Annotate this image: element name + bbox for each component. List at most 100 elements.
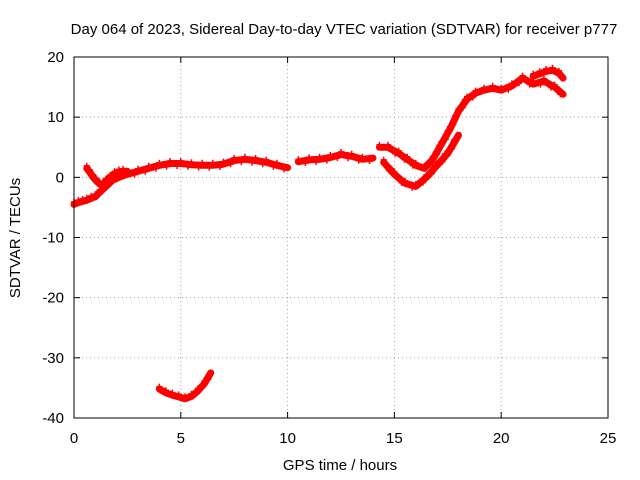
- markers-sdtvar-outlier: [156, 376, 212, 401]
- data-point: [385, 141, 391, 148]
- data-point: [544, 80, 551, 87]
- data-point: [409, 184, 416, 191]
- y-tick-labels: -40 -30 -20 -10 0 10 20: [42, 49, 64, 427]
- data-point: [380, 144, 387, 151]
- y-tick-label: -10: [42, 230, 64, 247]
- data-point: [188, 159, 195, 166]
- data-point: [249, 159, 255, 166]
- data-point: [323, 157, 330, 164]
- data-point: [334, 155, 341, 161]
- data-point: [338, 149, 344, 155]
- y-tick-label: 10: [47, 109, 64, 126]
- data-point: [476, 88, 483, 95]
- data-point: [327, 152, 334, 158]
- data-point: [428, 170, 435, 177]
- data-point: [444, 127, 451, 134]
- data-point: [81, 197, 88, 204]
- data-point: [270, 163, 277, 170]
- data-point: [549, 64, 556, 71]
- y-tick-label: 20: [47, 49, 64, 66]
- data-point: [436, 142, 443, 149]
- data-point: [388, 146, 395, 153]
- y-tick-label: 0: [56, 169, 64, 186]
- data-point: [217, 164, 223, 170]
- data-point: [419, 179, 426, 186]
- data-point: [277, 163, 284, 170]
- data-point: [536, 68, 543, 75]
- data-point: [252, 155, 259, 161]
- data-point: [87, 167, 93, 173]
- data-point: [77, 199, 84, 205]
- y-tick-label: -40: [42, 410, 64, 427]
- data-point: [152, 165, 159, 172]
- data-point: [245, 156, 252, 163]
- data-point: [182, 393, 189, 400]
- markers-sdtvar-main: [71, 153, 287, 207]
- data-point: [552, 68, 559, 75]
- data-point: [548, 84, 554, 91]
- data-point: [398, 152, 405, 159]
- data-point: [533, 72, 540, 78]
- data-point: [449, 145, 456, 152]
- data-point: [105, 176, 112, 183]
- data-point: [453, 111, 460, 118]
- data-point: [167, 158, 174, 164]
- data-point: [101, 179, 108, 186]
- data-point: [178, 394, 185, 401]
- data-point: [543, 65, 550, 72]
- data-point: [417, 163, 423, 170]
- data-point: [195, 164, 202, 171]
- data-point: [138, 167, 145, 174]
- data-point: [505, 86, 512, 93]
- chart-title: Day 064 of 2023, Sidereal Day-to-day VTE…: [71, 21, 618, 38]
- markers-sdtvar-early-branch: [83, 162, 129, 188]
- grid-lines: [74, 57, 608, 418]
- data-point: [434, 151, 441, 158]
- data-point: [359, 153, 366, 160]
- data-point: [412, 159, 419, 166]
- data-point: [170, 160, 177, 167]
- data-point: [266, 160, 273, 167]
- data-point: [224, 159, 231, 166]
- data-point: [227, 161, 234, 168]
- data-point: [177, 158, 184, 164]
- data-point: [172, 393, 179, 399]
- data-point: [163, 163, 170, 170]
- data-point: [122, 168, 129, 175]
- y-tick-label: -30: [42, 350, 64, 367]
- data-point: [526, 81, 533, 88]
- data-point: [442, 136, 449, 143]
- data-point: [135, 165, 142, 172]
- data-point: [234, 157, 241, 164]
- data-point: [402, 177, 409, 184]
- data-point: [348, 150, 355, 157]
- data-point: [238, 159, 245, 166]
- y-tick-label: -20: [42, 290, 64, 307]
- data-point: [149, 164, 156, 171]
- data-point: [539, 69, 546, 76]
- data-point: [90, 194, 97, 201]
- data-point: [145, 162, 152, 169]
- data-point: [184, 163, 191, 170]
- data-point: [472, 87, 479, 94]
- data-point: [160, 161, 166, 168]
- markers-sdtvar-midday: [295, 149, 373, 166]
- data-point: [174, 163, 181, 169]
- axis-ticks: [73, 56, 609, 419]
- data-point: [320, 155, 327, 162]
- data-point: [362, 155, 369, 162]
- data-point: [557, 91, 564, 98]
- data-point: [90, 171, 97, 178]
- data-point: [169, 389, 176, 396]
- data-point: [519, 72, 526, 79]
- data-point: [355, 157, 362, 164]
- data-point: [298, 158, 305, 165]
- data-point: [316, 153, 323, 160]
- x-tick-label: 20: [493, 430, 510, 447]
- data-point: [273, 159, 280, 166]
- data-point: [493, 86, 500, 93]
- data-point: [256, 158, 263, 165]
- data-point: [166, 390, 173, 397]
- data-point: [469, 94, 476, 101]
- data-point: [94, 191, 101, 198]
